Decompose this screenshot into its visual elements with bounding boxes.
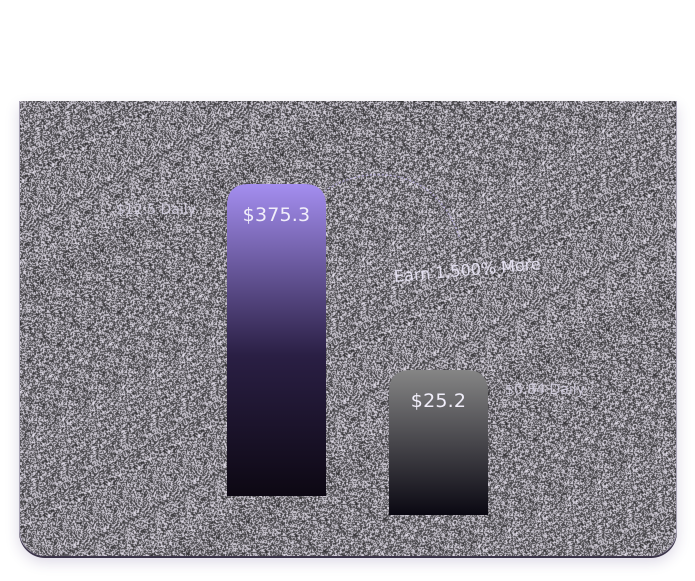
category-label-second: $0.84 Daily — [505, 382, 585, 398]
bar-value-label-first: $375.3 — [242, 204, 311, 226]
bar-chart — [227, 173, 488, 515]
bar-first — [227, 184, 326, 496]
bar-second — [389, 370, 488, 515]
bar-value-label-second: $25.2 — [410, 390, 467, 412]
noise-texture — [20, 101, 676, 556]
comparison-arc — [324, 173, 461, 240]
chart-card: $375.3 $25.2 $12.5 Daily $0.84 Daily Ear… — [19, 101, 677, 556]
category-label-first: $12.5 Daily — [116, 202, 196, 218]
